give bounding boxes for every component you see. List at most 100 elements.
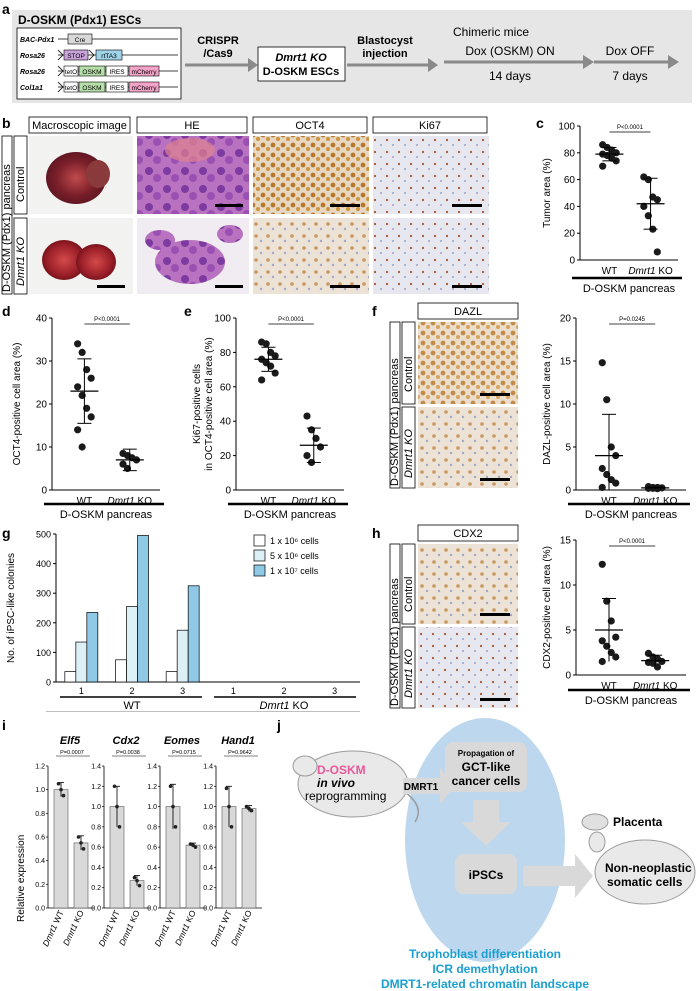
construct-locus: Rosa26 — [20, 53, 45, 60]
scale-bar — [330, 285, 360, 288]
panel-f: f DAZL D-OSKM (Pdx1) pancreas Control Dm… — [370, 300, 698, 522]
h-row-label-ko: Dmrt1 KO — [403, 649, 415, 698]
p-value: P<0.0001 — [278, 317, 305, 323]
x-tick-label: WT — [601, 496, 617, 507]
x-tick-label: Dmrt1 KO — [633, 496, 678, 507]
legend-swatch — [253, 549, 266, 562]
panel-j-svg: j D-OSKM in vivo reprogramming DMRT1 Pro… — [276, 717, 696, 991]
legend-swatch — [253, 534, 266, 547]
data-point — [117, 825, 122, 829]
x-tick-label: WT — [77, 496, 93, 507]
y-tick-label: 10 — [36, 443, 48, 454]
data-point — [271, 352, 279, 360]
legend-label: 1 x 10⁶ cells — [270, 536, 319, 546]
scale-bar — [215, 204, 243, 207]
y-tick-label: 0.0 — [91, 906, 101, 913]
panel-a-svg: a D-OSKM (Pdx1) ESCs BAC-Pdx1 Cre Rosa26 ST… — [2, 1, 692, 103]
side-label-b: D-OSKM (Pdx1) pancreas — [1, 164, 13, 292]
y-axis-label: Tumor area (%) — [542, 158, 553, 228]
y-tick-label: 400 — [36, 559, 51, 569]
y-axis-label: Ki67-positive cells — [192, 364, 203, 444]
data-point — [612, 633, 620, 641]
row-box-control — [13, 135, 28, 215]
data-point — [191, 843, 195, 847]
data-point — [244, 804, 249, 809]
data-point — [258, 376, 266, 384]
legend-label: 1 x 10⁷ cells — [270, 566, 319, 576]
h-side-label: D-OSKM (Pdx1) pancreas — [389, 578, 401, 706]
y-tick-label: 500 — [36, 530, 51, 540]
panel-label-g: g — [2, 525, 11, 541]
cdx2-image-ko — [418, 627, 518, 708]
panel-j: j D-OSKM in vivo reprogramming DMRT1 Pro… — [275, 712, 698, 991]
x-tick-label: WT — [261, 496, 277, 507]
h-row-box-ko — [401, 626, 416, 709]
header-ki67: Ki67 — [419, 120, 441, 132]
dot-chart: 0 5 10 15 20 DAZL-positive cell area (%) WT Dmr… — [542, 314, 690, 521]
data-point — [247, 806, 251, 811]
construct-element-label: mCherry — [132, 69, 158, 76]
macro-tumor-ko-a — [42, 240, 86, 280]
panel-c-chart: c 0 20 40 60 80 100 Tumor area (%) WT Dmrt1 KO P<… — [536, 115, 682, 295]
construct-element-label: tetO — [65, 85, 77, 92]
gct-line1: GCT-like — [462, 760, 511, 774]
gene-title: Cdx2 — [113, 735, 140, 747]
x-tick-label: 3 — [180, 686, 185, 696]
summary-line3: DMRT1-related chromatin landscape — [381, 977, 589, 991]
y-tick-label: 20 — [36, 400, 48, 411]
bar — [75, 641, 88, 683]
row-box-ko — [13, 217, 28, 295]
panel-g-chart: g 0 100 200 300 400 500 No. of iPSC-like colon… — [2, 525, 360, 712]
construct-element — [95, 49, 123, 61]
data-point — [303, 412, 311, 420]
h-side-box — [389, 543, 401, 709]
legend-label: 5 x 10⁶ cells — [270, 551, 319, 561]
group-label: D-OSKM pancreas — [60, 509, 153, 521]
f-row-label-control: Control — [403, 357, 415, 392]
y-tick-label: 0.2 — [203, 885, 213, 892]
row-label-control: Control — [15, 167, 27, 202]
dox-on-label: Dox (OSKM) ON — [465, 44, 554, 58]
header-oct4: OCT4 — [295, 120, 324, 132]
construct-element — [63, 81, 79, 93]
y-tick-label: 5 — [565, 626, 571, 637]
crispr-label-1: CRISPR — [197, 35, 239, 47]
data-point — [78, 348, 86, 356]
chimeric-label: Chimeric mice — [453, 25, 529, 39]
ipsc-box — [455, 854, 517, 894]
gct-box — [445, 742, 527, 792]
data-point — [115, 804, 119, 809]
bar — [137, 535, 149, 683]
y-tick-label: 0.4 — [35, 858, 45, 865]
i-ylabel: Relative expression — [16, 835, 27, 922]
nonneo-line1: Non-neoplastic — [605, 861, 692, 875]
scale-bar — [480, 393, 510, 396]
y-tick-label: 1.0 — [147, 804, 157, 811]
data-point — [173, 825, 178, 829]
group-label: D-OSKM pancreas — [585, 509, 678, 521]
bar — [64, 671, 77, 683]
ki67-image-control — [373, 136, 489, 214]
panel-c: c 0 20 40 60 80 100 Tumor area (%) WT Dmrt1 KO P<… — [528, 112, 698, 300]
y-tick-label: 100 — [214, 314, 231, 325]
gene-title: Eomes — [164, 735, 200, 747]
dmrt1-label: DMRT1 — [404, 782, 439, 793]
y-tick-label: 0.0 — [203, 906, 213, 913]
header-box-he — [136, 116, 248, 134]
y-tick-label: 1.4 — [91, 764, 101, 771]
data-point — [653, 248, 661, 256]
placenta-icon — [581, 813, 609, 831]
bar — [115, 659, 127, 683]
construct-element — [105, 81, 129, 93]
y-tick-label: 0.6 — [203, 845, 213, 852]
group-label: Dmrt1 KO — [260, 700, 309, 712]
scale-bar — [480, 478, 510, 481]
y-axis-label: CDX2-positive cell area (%) — [542, 546, 553, 669]
he-ko-tissue-b — [145, 230, 175, 250]
panel-f-svg: f DAZL D-OSKM (Pdx1) pancreas Control Dm… — [372, 302, 690, 521]
bar — [53, 789, 69, 909]
ko-box-line1: Dmrt1 KO — [275, 52, 327, 64]
summary-line1: Trophoblast differentiation — [409, 947, 561, 961]
y-tick-label: 0 — [569, 256, 575, 267]
data-point — [74, 426, 82, 434]
